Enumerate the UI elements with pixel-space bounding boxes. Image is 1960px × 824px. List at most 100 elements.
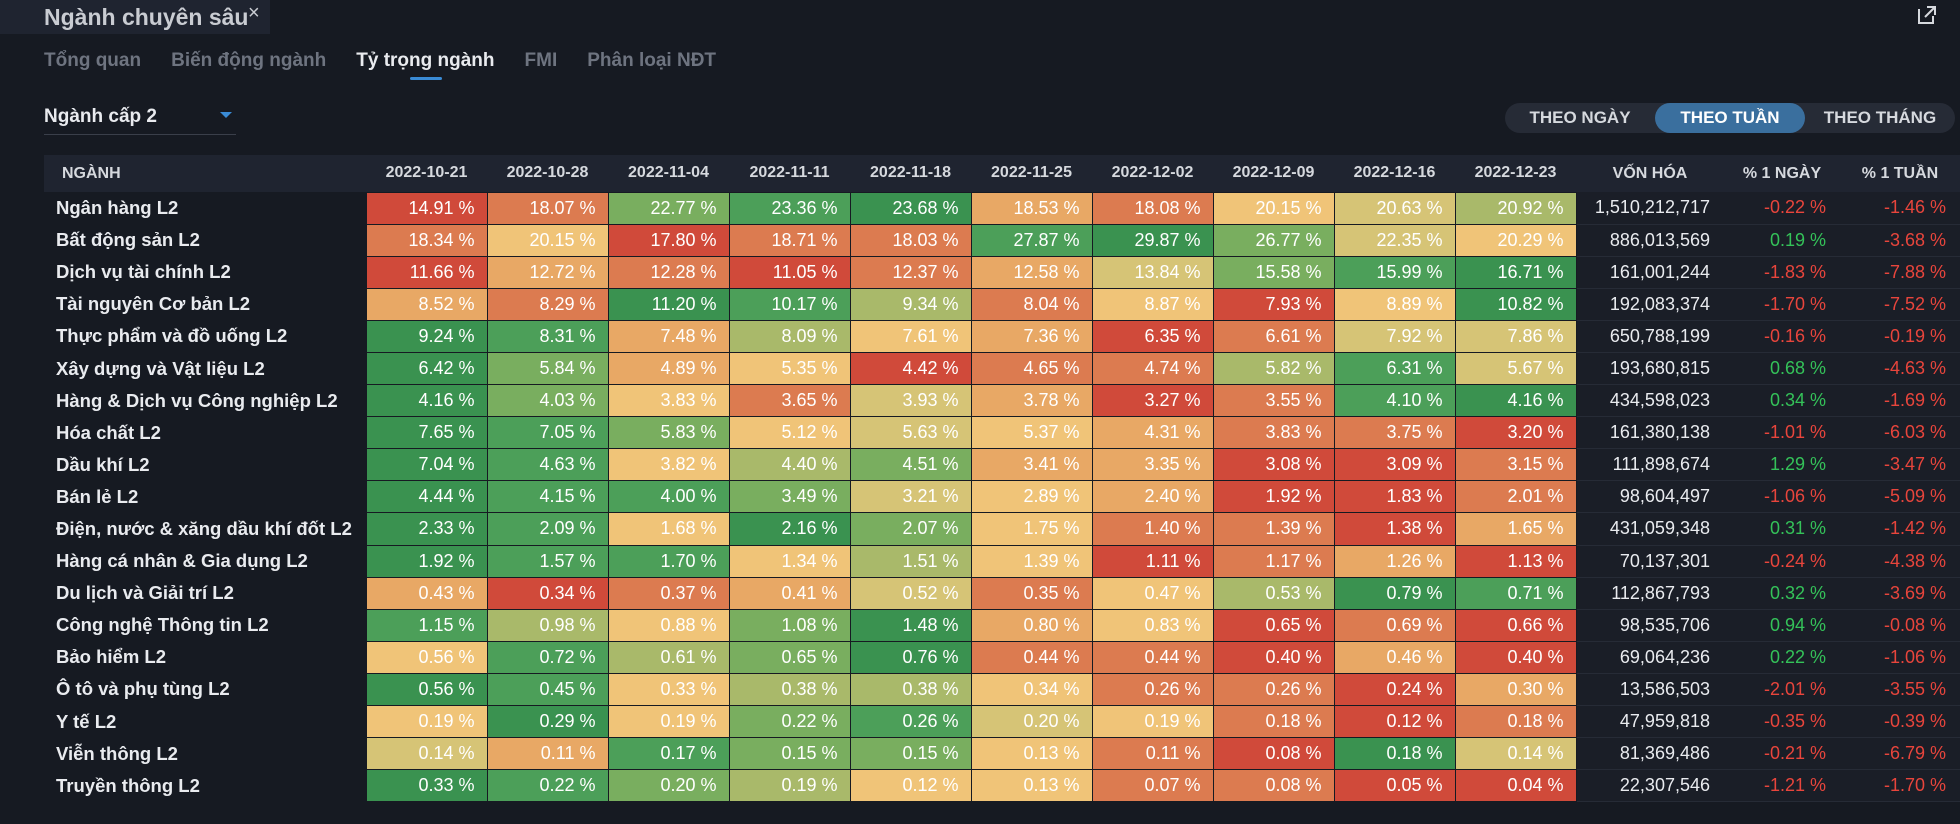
weight-cell: 20.15 % bbox=[486, 223, 609, 257]
day-change: 1.29 % bbox=[1724, 448, 1840, 482]
weight-cell: 18.53 % bbox=[970, 191, 1093, 225]
weight-cell: 23.68 % bbox=[849, 191, 972, 225]
weight-cell: 0.15 % bbox=[849, 737, 972, 771]
table-row[interactable]: Hàng cá nhân & Gia dụng L2 1.92 % 1.57 % 1.… bbox=[44, 544, 1960, 578]
weight-cell: 22.77 % bbox=[607, 191, 730, 225]
weight-cell: 0.08 % bbox=[1212, 737, 1335, 771]
weight-cell: 4.15 % bbox=[486, 480, 609, 514]
weight-cell: 1.40 % bbox=[1091, 512, 1214, 546]
weight-cell: 8.87 % bbox=[1091, 287, 1214, 321]
weight-cell: 3.35 % bbox=[1091, 448, 1214, 482]
table-row[interactable]: Ngân hàng L2 14.91 % 18.07 % 22.77 % 23.36 %… bbox=[44, 191, 1960, 225]
column-header-date[interactable]: 2022-12-02 bbox=[1092, 155, 1213, 192]
table-row[interactable]: Thực phẩm và đồ uống L2 9.24 % 8.31 % 7.48 … bbox=[44, 319, 1960, 353]
weight-cell: 0.33 % bbox=[607, 672, 730, 707]
column-header-date[interactable]: 2022-11-11 bbox=[729, 155, 850, 192]
tab-4[interactable]: Phân loại NĐT bbox=[587, 50, 717, 71]
weight-cell: 1.15 % bbox=[365, 608, 488, 642]
weight-cell: 3.09 % bbox=[1333, 448, 1456, 482]
industry-name: Bán lẻ L2 bbox=[44, 480, 366, 513]
table-row[interactable]: Viễn thông L2 0.14 % 0.11 % 0.17 % 0.15 % 0.1… bbox=[44, 737, 1960, 771]
column-header-date[interactable]: 2022-12-16 bbox=[1334, 155, 1455, 192]
period-option-1[interactable]: THEO TUẦN bbox=[1655, 103, 1805, 133]
close-icon[interactable]: × bbox=[248, 2, 260, 24]
weight-cell: 18.71 % bbox=[728, 223, 851, 257]
industry-level-select[interactable]: Ngành cấp 2 bbox=[44, 100, 236, 135]
column-header-week-change[interactable]: % 1 TUẦN bbox=[1840, 155, 1960, 192]
weight-cell: 7.65 % bbox=[365, 416, 488, 450]
weight-cell: 0.18 % bbox=[1333, 737, 1456, 771]
market-cap: 112,867,793 bbox=[1576, 577, 1724, 610]
weight-cell: 8.52 % bbox=[365, 287, 488, 321]
weight-cell: 0.19 % bbox=[1091, 704, 1214, 739]
industry-name: Điện, nước & xăng dầu khí đốt L2 bbox=[44, 512, 366, 546]
table-header: NGÀNH 2022-10-21 2022-10-28 2022-11-04 2022-… bbox=[44, 155, 1960, 192]
table-row[interactable]: Truyền thông L2 0.33 % 0.22 % 0.20 % 0.19 % 0… bbox=[44, 769, 1960, 803]
weight-cell: 5.35 % bbox=[728, 351, 851, 386]
weight-cell: 0.11 % bbox=[1091, 737, 1214, 771]
table-row[interactable]: Bán lẻ L2 4.44 % 4.15 % 4.00 % 3.49 % 3.21 % 2… bbox=[44, 480, 1960, 514]
period-option-0[interactable]: THEO NGÀY bbox=[1529, 108, 1631, 127]
column-header-date[interactable]: 2022-11-04 bbox=[608, 155, 729, 192]
weight-cell: 0.44 % bbox=[970, 640, 1093, 674]
weight-cell: 20.92 % bbox=[1454, 191, 1577, 225]
table-row[interactable]: Bất động sản L2 18.34 % 20.15 % 17.80 % 18.7… bbox=[44, 223, 1960, 257]
table-row[interactable]: Điện, nước & xăng dầu khí đốt L2 2.33 % 2.… bbox=[44, 512, 1960, 546]
period-option-2[interactable]: THEO THÁNG bbox=[1823, 108, 1937, 127]
table-row[interactable]: Hàng & Dịch vụ Công nghiệp L2 4.16 % 4.03 … bbox=[44, 384, 1960, 418]
weight-cell: 0.24 % bbox=[1333, 672, 1456, 707]
column-header-industry[interactable]: NGÀNH bbox=[44, 155, 366, 192]
weight-cell: 0.83 % bbox=[1091, 608, 1214, 642]
table-row[interactable]: Xây dựng và Vật liệu L2 6.42 % 5.84 % 4.89 … bbox=[44, 351, 1960, 386]
tab-1[interactable]: Biến động ngành bbox=[171, 50, 327, 71]
expand-icon[interactable] bbox=[1916, 4, 1938, 26]
market-cap: 192,083,374 bbox=[1576, 288, 1724, 321]
table-row[interactable]: Du lịch và Giải trí L2 0.43 % 0.34 % 0.37 %… bbox=[44, 576, 1960, 610]
weight-cell: 26.77 % bbox=[1212, 223, 1335, 257]
weight-cell: 0.13 % bbox=[970, 737, 1093, 771]
weight-cell: 12.58 % bbox=[970, 255, 1093, 289]
weight-cell: 5.37 % bbox=[970, 416, 1093, 450]
column-header-date[interactable]: 2022-12-23 bbox=[1455, 155, 1576, 192]
table-row[interactable]: Công nghệ Thông tin L2 1.15 % 0.98 % 0.88 %… bbox=[44, 608, 1960, 642]
tab-2[interactable]: Tỷ trọng ngành bbox=[356, 50, 495, 80]
window-tab[interactable]: Ngành chuyên sâu × bbox=[0, 0, 270, 34]
tab-3[interactable]: FMI bbox=[524, 50, 558, 71]
column-header-market-cap[interactable]: VỐN HÓA bbox=[1576, 155, 1724, 192]
day-change: 0.68 % bbox=[1724, 352, 1840, 386]
weight-cell: 0.14 % bbox=[1454, 737, 1577, 771]
table-row[interactable]: Dịch vụ tài chính L2 11.66 % 12.72 % 12.28 … bbox=[44, 255, 1960, 289]
table-row[interactable]: Bảo hiểm L2 0.56 % 0.72 % 0.61 % 0.65 % 0.76 … bbox=[44, 640, 1960, 674]
column-header-date[interactable]: 2022-10-28 bbox=[487, 155, 608, 192]
weight-cell: 9.24 % bbox=[365, 319, 488, 353]
table-row[interactable]: Tài nguyên Cơ bản L2 8.52 % 8.29 % 11.20 % 1… bbox=[44, 287, 1960, 321]
weight-cell: 0.30 % bbox=[1454, 672, 1577, 707]
weight-cell: 0.38 % bbox=[728, 672, 851, 707]
table-row[interactable]: Y tế L2 0.19 % 0.29 % 0.19 % 0.22 % 0.26 % 0.2… bbox=[44, 704, 1960, 739]
industry-name: Bảo hiểm L2 bbox=[44, 641, 366, 674]
industry-name: Xây dựng và Vật liệu L2 bbox=[44, 352, 366, 385]
weight-cell: 11.66 % bbox=[365, 255, 488, 289]
tab-0[interactable]: Tổng quan bbox=[44, 50, 142, 71]
table-row[interactable]: Dầu khí L2 7.04 % 4.63 % 3.82 % 4.40 % 4.51 %… bbox=[44, 448, 1960, 482]
weight-cell: 0.05 % bbox=[1333, 769, 1456, 803]
column-header-day-change[interactable]: % 1 NGÀY bbox=[1724, 155, 1840, 192]
day-change: -1.06 % bbox=[1724, 480, 1840, 514]
weight-cell: 1.92 % bbox=[1212, 480, 1335, 514]
column-header-date[interactable]: 2022-12-09 bbox=[1213, 155, 1334, 192]
column-header-date[interactable]: 2022-10-21 bbox=[366, 155, 487, 192]
weight-cell: 0.20 % bbox=[607, 769, 730, 803]
table-row[interactable]: Ô tô và phụ tùng L2 0.56 % 0.45 % 0.33 % 0.3… bbox=[44, 672, 1960, 707]
market-cap: 47,959,818 bbox=[1576, 705, 1724, 739]
weight-cell: 15.58 % bbox=[1212, 255, 1335, 289]
market-cap: 193,680,815 bbox=[1576, 352, 1724, 386]
industry-name: Viễn thông L2 bbox=[44, 737, 366, 770]
column-header-date[interactable]: 2022-11-18 bbox=[850, 155, 971, 192]
weight-cell: 0.18 % bbox=[1454, 704, 1577, 739]
industry-name: Hàng cá nhân & Gia dụng L2 bbox=[44, 545, 366, 578]
weight-cell: 1.11 % bbox=[1091, 544, 1214, 578]
table-row[interactable]: Hóa chất L2 7.65 % 7.05 % 5.83 % 5.12 % 5.63 … bbox=[44, 416, 1960, 450]
column-header-date[interactable]: 2022-11-25 bbox=[971, 155, 1092, 192]
weight-cell: 2.07 % bbox=[849, 512, 972, 546]
weight-cell: 0.66 % bbox=[1454, 608, 1577, 642]
